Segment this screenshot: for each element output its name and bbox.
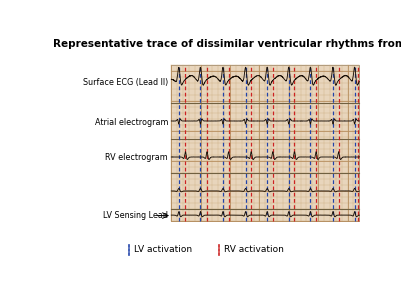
- Text: Surface ECG (Lead II): Surface ECG (Lead II): [83, 78, 168, 87]
- Text: LV Sensing Lead: LV Sensing Lead: [103, 211, 168, 220]
- FancyBboxPatch shape: [171, 65, 359, 221]
- Text: Representative trace of dissimilar ventricular rhythms from a CRT-D device: Representative trace of dissimilar ventr…: [53, 39, 401, 49]
- Text: Atrial electrogram: Atrial electrogram: [95, 118, 168, 127]
- Text: RV activation: RV activation: [224, 245, 284, 254]
- Text: LV activation: LV activation: [134, 245, 192, 254]
- Text: RV electrogram: RV electrogram: [105, 153, 168, 162]
